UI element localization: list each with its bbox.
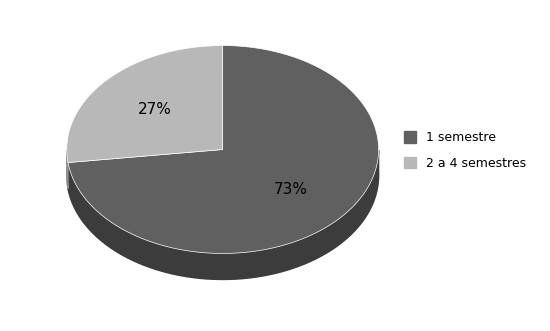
Text: 73%: 73%	[273, 182, 307, 197]
Ellipse shape	[67, 71, 378, 279]
Polygon shape	[67, 150, 68, 189]
Polygon shape	[67, 46, 223, 163]
Polygon shape	[68, 150, 378, 279]
Legend: 1 semestre, 2 a 4 semestres: 1 semestre, 2 a 4 semestres	[399, 126, 531, 175]
Polygon shape	[68, 46, 378, 254]
Text: 27%: 27%	[138, 102, 172, 117]
